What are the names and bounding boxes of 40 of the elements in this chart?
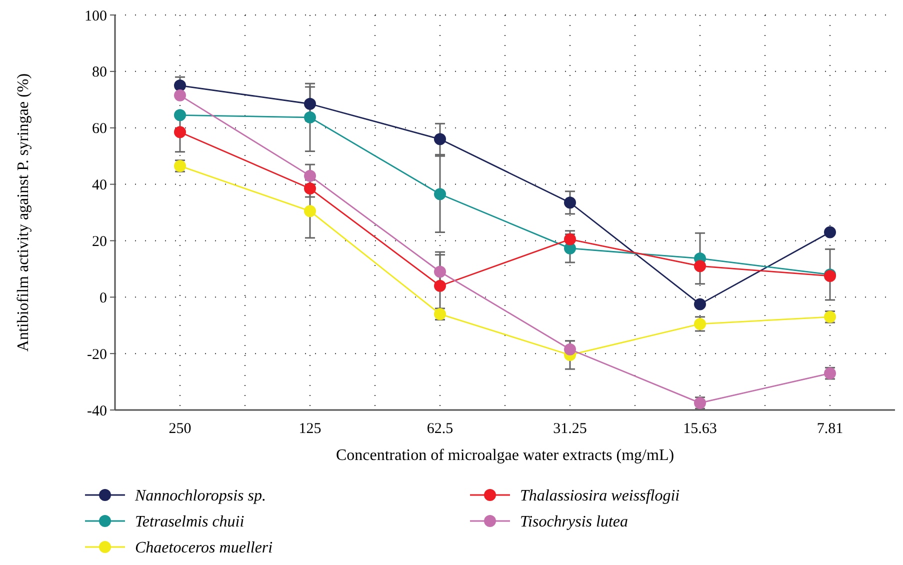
- x-tick-label: 31.25: [553, 421, 587, 437]
- x-tick-label: 62.5: [426, 421, 454, 437]
- y-tick-label: 20: [92, 234, 107, 250]
- point: [434, 280, 446, 292]
- y-tick-label: 60: [92, 121, 107, 138]
- point: [304, 98, 316, 110]
- point: [174, 126, 186, 138]
- point: [564, 233, 576, 246]
- point: [174, 80, 186, 92]
- point: [434, 188, 446, 200]
- point: [304, 111, 316, 124]
- x-axis-title: Concentration of microalgae water extracts (mg/mL): [336, 447, 674, 464]
- point: [174, 109, 186, 122]
- point: [434, 133, 446, 146]
- point: [694, 260, 706, 272]
- x-tick-label: 250: [168, 421, 192, 437]
- point: [434, 266, 446, 278]
- y-tick-label: 0: [100, 290, 107, 306]
- point: [304, 170, 316, 182]
- y-axis-title: Antibiofilm activity against P. syringae (%): [15, 73, 32, 352]
- y-tick-label: 100: [84, 8, 107, 24]
- x-tick-label: 7.81: [816, 421, 844, 437]
- legend-label: Tetraselmis chuii: [135, 514, 244, 531]
- point: [824, 226, 836, 238]
- point: [564, 343, 576, 356]
- y-tick-label: -40: [87, 403, 107, 420]
- legend-label: Tisochrysis lutea: [520, 514, 628, 531]
- legend-label: Thalassiosira weissflogii: [520, 488, 680, 505]
- y-tick-label: 40: [92, 178, 107, 194]
- x-tick-label: 125: [298, 421, 322, 437]
- point: [304, 205, 316, 218]
- point: [174, 89, 186, 102]
- x-tick-label: 15.63: [683, 421, 717, 437]
- point: [304, 182, 316, 195]
- legend-label: Nannochloropsis sp.: [134, 488, 266, 505]
- y-tick-label: 80: [92, 64, 107, 81]
- point: [694, 298, 706, 310]
- y-tick-label: -20: [87, 346, 107, 363]
- point: [564, 196, 576, 209]
- legend-label: Chaetoceros muelleri: [135, 540, 273, 557]
